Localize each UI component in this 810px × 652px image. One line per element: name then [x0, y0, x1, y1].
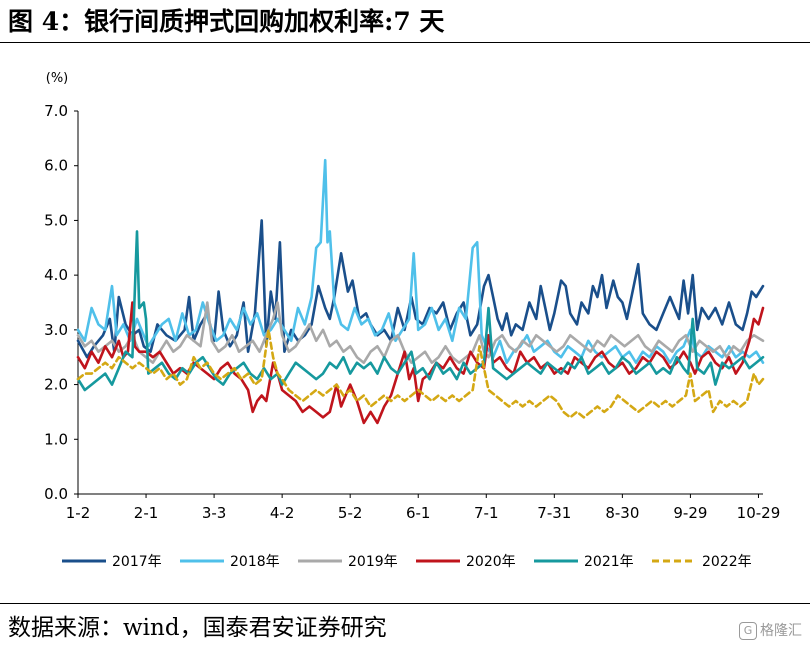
x-tick-label: 7-1	[474, 504, 499, 522]
y-tick-label: 5.0	[44, 211, 68, 229]
x-tick-label: 7-31	[537, 504, 571, 522]
series-line-2	[76, 158, 765, 364]
x-tick-label: 4-2	[270, 504, 295, 522]
series-line-5	[76, 230, 765, 392]
y-tick-label: 0.0	[44, 485, 68, 503]
y-axis-unit-label: (%)	[46, 71, 69, 86]
watermark: G 格隆汇	[739, 620, 802, 640]
title-rule	[0, 42, 810, 43]
chart-axes: 0.0 1.0 2.0 3.0 4.0 5.0 6.0 7.0 (%) 1-2 2-1 3-3 4-2 5…	[44, 71, 780, 522]
watermark-text: 格隆汇	[760, 623, 802, 639]
legend-label-3: 2019年	[348, 554, 398, 570]
y-tick-label: 7.0	[44, 102, 68, 120]
source-rule	[0, 603, 810, 604]
x-tick-label: 2-1	[134, 504, 159, 522]
figure-title: 图 4：银行间质押式回购加权利率:7 天	[8, 7, 445, 36]
y-tick-label: 3.0	[44, 321, 68, 339]
x-tick-label: 3-3	[202, 504, 227, 522]
watermark-logo-icon: G	[739, 622, 757, 640]
legend-label-2: 2018年	[230, 554, 280, 570]
series-line-1	[76, 219, 765, 359]
source-note: 数据来源：wind，国泰君安证券研究	[8, 615, 387, 641]
chart-series	[76, 158, 765, 425]
y-tick-label: 2.0	[44, 376, 68, 394]
x-tick-label: 10-29	[737, 504, 781, 522]
series-line-3	[76, 301, 765, 364]
y-tick-label: 4.0	[44, 266, 68, 284]
x-tick-label: 1-2	[66, 504, 91, 522]
x-tick-label: 9-29	[673, 504, 707, 522]
legend-label-5: 2021年	[584, 554, 634, 570]
legend-label-4: 2020年	[466, 554, 516, 570]
x-tick-label: 8-30	[605, 504, 639, 522]
legend-label-6: 2022年	[702, 554, 752, 570]
x-tick-label: 5-2	[338, 504, 363, 522]
x-tick-label: 6-1	[406, 504, 431, 522]
line-chart: 0.0 1.0 2.0 3.0 4.0 5.0 6.0 7.0 (%) 1-2 2-1 3-3 4-2 5…	[44, 71, 780, 570]
legend-label-1: 2017年	[112, 554, 162, 570]
y-tick-label: 6.0	[44, 157, 68, 175]
y-tick-label: 1.0	[44, 430, 68, 448]
chart-legend: 2017年 2018年 2019年 2020年 2021年 2022年	[62, 554, 752, 570]
series-line-6	[76, 328, 765, 419]
